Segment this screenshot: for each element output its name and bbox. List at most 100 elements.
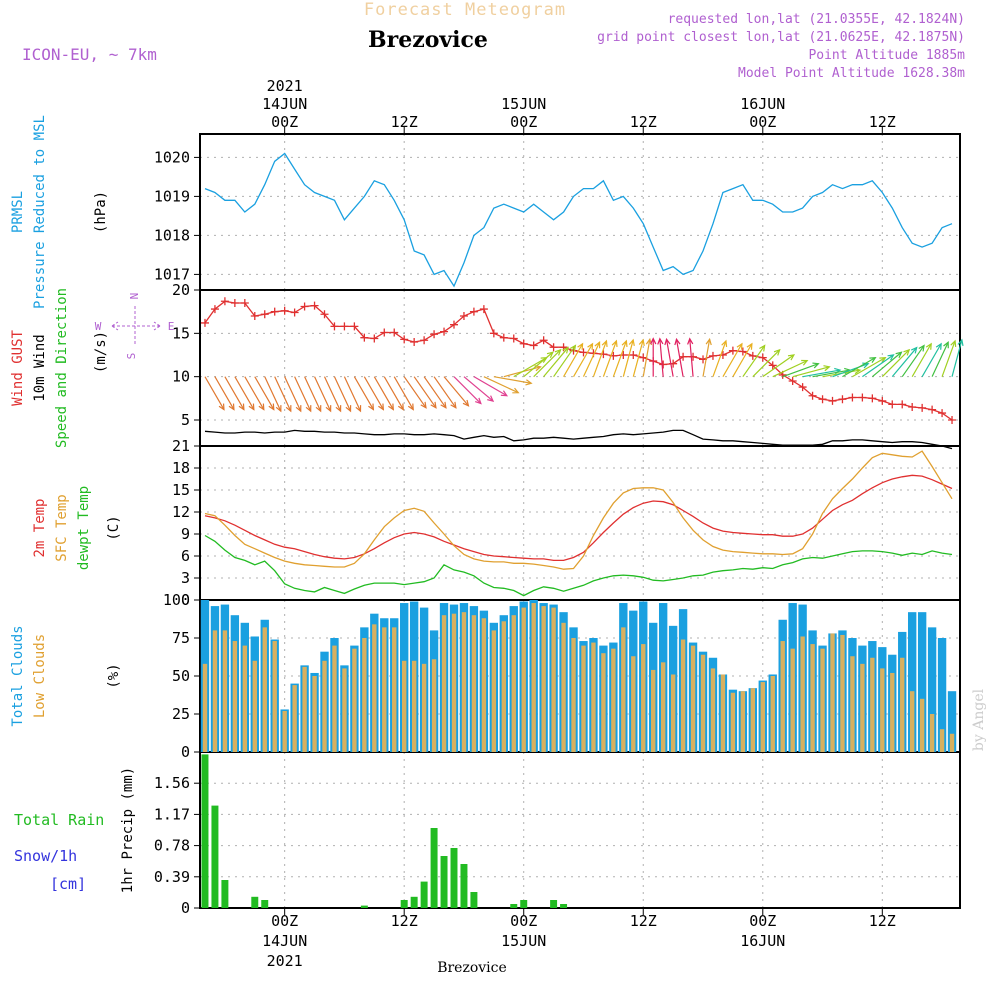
date-label-top: 15JUN (501, 95, 546, 113)
low-cloud-bar (262, 627, 267, 752)
low-cloud-bar (481, 618, 487, 752)
wind-arrow (921, 343, 942, 377)
wind-arrow (842, 357, 876, 378)
wind-arrow-head (258, 403, 265, 411)
wind-arrow-head (285, 405, 292, 413)
wind-arrow-head (812, 362, 820, 369)
wind-arrow (573, 343, 594, 377)
wind-arrow-head (903, 348, 911, 356)
wind-arrow-head (577, 342, 584, 350)
panel-frame (199, 445, 961, 601)
low-cloud-bar (342, 668, 347, 752)
low-cloud-bar (421, 663, 427, 752)
pressure-unit: (hPa) (93, 191, 109, 233)
low-cloud-bar (551, 607, 556, 752)
rain-bar (410, 896, 418, 908)
marks-layer (200, 152, 964, 908)
low-cloud-bar (561, 622, 566, 752)
rain-bar (430, 828, 438, 908)
low-cloud-bar (591, 642, 596, 752)
low-cloud-bar (252, 660, 257, 752)
gust-point (788, 377, 797, 385)
panel-label-line: PRMSL (10, 191, 26, 233)
wind-arrow (513, 357, 547, 378)
panel-label-line: SFC Temp (54, 494, 70, 561)
low-cloud-bar (352, 648, 357, 752)
low-cloud-bar (411, 660, 417, 752)
low-cloud-bar (581, 645, 586, 752)
low-cloud-bar (850, 656, 855, 752)
wind-arrow-head (650, 337, 657, 345)
gust-point (240, 299, 249, 307)
low-cloud-bar (621, 627, 626, 752)
wind-arrow (413, 376, 437, 409)
wind-arrow-head (275, 405, 282, 413)
wind-arrow (373, 376, 394, 410)
gust-point (430, 330, 439, 339)
wind-arrow-head (512, 387, 520, 394)
low-cloud-bar (501, 621, 506, 752)
wind-arrow-head (218, 403, 225, 411)
wind-arrow-head (862, 362, 870, 369)
wind-arrow-head (248, 403, 255, 411)
model-label: ICON-EU, ~ 7km (22, 45, 157, 64)
low-cloud-bar (461, 612, 467, 752)
rain-bar (440, 856, 448, 908)
y-tick-label: 1017 (154, 265, 190, 283)
low-cloud-bar (909, 691, 915, 752)
low-cloud-bar (720, 674, 726, 752)
gust-point (848, 393, 857, 402)
gust-point (320, 310, 329, 319)
y-tick-label: 10 (172, 368, 190, 386)
y-tick-label: 20 (172, 281, 190, 299)
wind-arrow (244, 376, 265, 410)
compass-w: W (95, 320, 102, 333)
wind-arrow (642, 339, 651, 377)
gust-point (768, 361, 777, 370)
compass-s: S (125, 353, 138, 360)
wind-arrow-head (721, 339, 728, 347)
low-cloud-bar (441, 615, 447, 752)
wind-arrow-head (440, 401, 447, 409)
wind-arrow-head (397, 403, 404, 411)
dewpoint-line (204, 534, 953, 597)
top-title: Forecast Meteogram (364, 0, 566, 20)
compass-rose-icon (111, 306, 161, 346)
wind-arrow (901, 345, 925, 378)
gust-point (519, 339, 528, 348)
wind-arrow (891, 347, 918, 378)
wind-arrow-head (450, 401, 457, 409)
low-cloud-bar (531, 603, 536, 752)
total-rain-label: Total Rain (14, 811, 104, 829)
low-cloud-bar (700, 654, 706, 752)
wind-arrow (862, 354, 894, 378)
low-cloud-bar (601, 653, 606, 752)
wind-arrow (659, 338, 664, 377)
wind-arrow-head (957, 338, 964, 346)
rain-bar (420, 881, 428, 908)
year-label-bottom: 2021 (267, 952, 303, 970)
gust-point (539, 336, 548, 345)
wind-arrow (732, 343, 753, 377)
wind-arrow-head (378, 403, 385, 411)
low-cloud-bar (242, 645, 248, 752)
wind-arrow (802, 369, 841, 378)
gust-point (908, 403, 917, 411)
wind-arrow-head (487, 395, 495, 402)
rain-bar (520, 900, 528, 908)
location-title: Brezovice (368, 27, 488, 53)
x-tick-label-bottom: 00Z (510, 912, 537, 930)
wind-arrow (383, 376, 404, 410)
gust-point (529, 341, 538, 350)
wind-arrow-head (611, 339, 618, 347)
model-altitude: Model Point Altitude 1628.38m (738, 66, 965, 81)
wind-arrow-head (918, 344, 925, 352)
low-cloud-bar (949, 733, 955, 752)
y-tick-label: 100 (163, 591, 190, 609)
low-cloud-bar (939, 729, 945, 752)
low-cloud-bar (770, 676, 775, 752)
y-tick-label: 0 (181, 591, 190, 609)
wind-arrow (463, 376, 494, 402)
x-tick-label-top: 12Z (391, 113, 418, 131)
wind-arrow (665, 339, 674, 377)
